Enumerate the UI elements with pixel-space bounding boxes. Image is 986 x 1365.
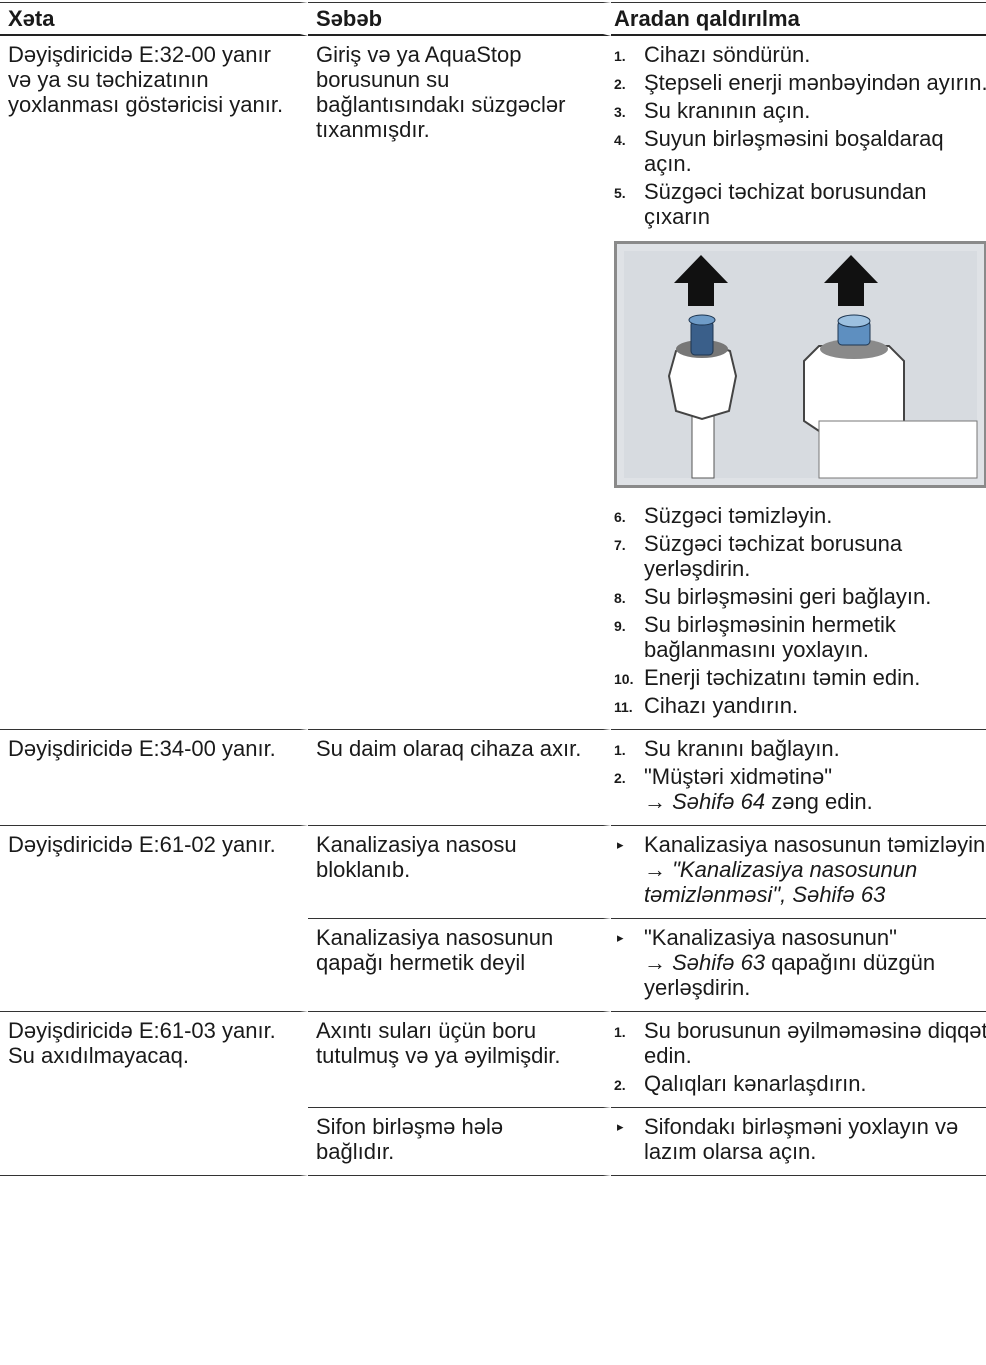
table-row: Kanalizasiya nasosunun qapağı hermetik d… xyxy=(0,919,986,1012)
filter-illustration xyxy=(614,241,986,488)
cause-cell: Kanalizasiya nasosu bloklanıb. xyxy=(308,826,611,919)
step: 9. Su birləşməsinin hermetik bağlanmasını… xyxy=(614,612,986,662)
step-text: Süzgəci təmizləyin. xyxy=(644,503,833,528)
cause-cell: Axıntı suları üçün boru tutulmuş və ya ə… xyxy=(308,1012,611,1108)
step-text: Su kranını bağlayın. xyxy=(644,736,840,761)
remedy-cell: ▸ Sifondakı birləşməni yoxlayın və lazım … xyxy=(611,1108,986,1176)
remedy-cell: ▸ "Kanalizasiya nasosunun" → Səhifə 63 qa… xyxy=(611,919,986,1012)
bullet: ▸ xyxy=(617,930,624,945)
step-number: 11. xyxy=(614,699,633,715)
step: 4. Suyun birləşməsini boşaldaraq açın. xyxy=(614,126,986,176)
step-text: Kanalizasiya nasosunun təmizləyin. → xyxy=(644,832,986,882)
step: 2. Qalıqları kənarlaşdırın. xyxy=(614,1071,986,1096)
step-text: Su birləşməsini geri bağlayın. xyxy=(644,584,932,609)
bullet: ▸ xyxy=(617,1119,624,1134)
step-text: Su borusunun əyilməməsinə diqqət edin. xyxy=(644,1018,986,1068)
step-text: "Kanalizasiya nasosunun təmizlənməsi", S… xyxy=(644,857,918,907)
step: ▸ "Kanalizasiya nasosunun" → Səhifə 63 qa… xyxy=(614,925,986,1000)
step-list: 6. Süzgəci təmizləyin. 7. Süzgəci təchizat … xyxy=(614,503,986,718)
step-text: zəng edin. xyxy=(765,789,873,814)
step-number: 6. xyxy=(614,509,626,525)
table-row: Dəyişdiricidə E:61-02 yanır. Kanalizasiya… xyxy=(0,826,986,1012)
step-text: Enerji təchizatını təmin edin. xyxy=(644,665,921,690)
error-cell: Dəyişdiricidə E:61-02 yanır. xyxy=(0,826,308,1012)
step-text: Sifondakı birləşməni yoxlayın və lazım o… xyxy=(644,1114,959,1164)
step-number: 1. xyxy=(614,48,626,64)
step: 2. Ştepseli enerji mənbəyindən ayırın. xyxy=(614,70,986,95)
header: Səbəb xyxy=(308,2,611,36)
table-row: Dəyişdiricidə E:61-03 yanır. Su axıdılma… xyxy=(0,1012,986,1176)
step: 5. Süzgəci təchizat borusundan çıxarın xyxy=(614,179,986,229)
error-cell: Dəyişdiricidə E:34-00 yanır. xyxy=(0,730,308,826)
step: 11. Cihazı yandırın. xyxy=(614,693,986,718)
troubleshooting-table: Xəta Səbəb Aradan qaldırılma Dəyişdirici… xyxy=(0,2,986,1176)
step-text: Səhifə 63 xyxy=(672,950,766,975)
cause-cell: Kanalizasiya nasosunun qapağı hermetik d… xyxy=(308,919,611,1012)
step-number: 2. xyxy=(614,76,626,92)
header-row: Xəta Səbəb Aradan qaldırılma xyxy=(0,2,986,36)
step-number: 3. xyxy=(614,104,626,120)
step-number: 9. xyxy=(614,618,626,634)
error-cell: Dəyişdiricidə E:61-03 yanır. Su axıdılma… xyxy=(0,1012,308,1176)
step-text: Su kranının açın. xyxy=(644,98,811,123)
step-text: Süzgəci təchizat borusuna yerləşdirin. xyxy=(644,531,903,581)
step-number: 5. xyxy=(614,185,626,201)
step: 10. Enerji təchizatını təmin edin. xyxy=(614,665,986,690)
header: Aradan qaldırılma xyxy=(611,2,986,36)
step-list: 1. Cihazı söndürün. 2. Ştepseli enerji mənb… xyxy=(614,42,986,229)
step-number: 2. xyxy=(614,1077,626,1093)
table-body: Dəyişdiricidə E:32-00 yanır və ya su təc… xyxy=(0,36,986,1176)
step: 3. Su kranının açın. xyxy=(614,98,986,123)
step-text: qapağını düzgün yerləşdirin. xyxy=(644,950,936,1000)
cause-cell: Sifon birləşmə hələ bağlıdır. xyxy=(308,1108,611,1176)
step-number: 7. xyxy=(614,537,626,553)
header: Xəta xyxy=(0,2,308,36)
step: 1. Cihazı söndürün. xyxy=(614,42,986,67)
step-text: Səhifə 64 xyxy=(672,789,766,814)
remedy-cell: 1. Su borusunun əyilməməsinə diqqət edin.… xyxy=(611,1012,986,1108)
step-text: "Müştəri xidmətinə" → xyxy=(644,764,833,814)
step: 1. Su borusunun əyilməməsinə diqqət edin. xyxy=(614,1018,986,1068)
step-number: 4. xyxy=(614,132,626,148)
bullet: ▸ xyxy=(617,837,624,852)
step: 1. Su kranını bağlayın. xyxy=(614,736,986,761)
step-text: Suyun birləşməsini boşaldaraq açın. xyxy=(644,126,944,176)
table-row: Dəyişdiricidə E:32-00 yanır və ya su təc… xyxy=(0,36,986,730)
step-text: Ştepseli enerji mənbəyindən ayırın. xyxy=(644,70,986,95)
error-cell: Dəyişdiricidə E:32-00 yanır və ya su təc… xyxy=(0,36,308,730)
step: 6. Süzgəci təmizləyin. xyxy=(614,503,986,528)
step-list: ▸ "Kanalizasiya nasosunun" → Səhifə 63 qa… xyxy=(614,925,986,1000)
step-list: ▸ Sifondakı birləşməni yoxlayın və lazım … xyxy=(614,1114,986,1164)
step-text: Süzgəci təchizat borusundan çıxarın xyxy=(644,179,927,229)
step-number: 10. xyxy=(614,671,634,687)
remedy-cell: 1. Cihazı söndürün. 2. Ştepseli enerji mənb… xyxy=(611,36,986,730)
table-row: Dəyişdiricidə E:34-00 yanır. Su daim olar… xyxy=(0,730,986,826)
step-text: "Kanalizasiya nasosunun" → xyxy=(644,925,897,975)
step-list: 1. Su kranını bağlayın. 2. "Müştəri xidməti… xyxy=(614,736,986,814)
step-list: ▸ Kanalizasiya nasosunun təmizləyin. → "K… xyxy=(614,832,986,907)
step: ▸ Kanalizasiya nasosunun təmizləyin. → "K… xyxy=(614,832,986,907)
step-text: Su birləşməsinin hermetik bağlanmasını y… xyxy=(644,612,896,662)
step: 2. "Müştəri xidmətinə" → Səhifə 64 zəng e… xyxy=(614,764,986,814)
cause-cell: Su daim olaraq cihaza axır. xyxy=(308,730,611,826)
table-row: Sifon birləşmə hələ bağlıdır. ▸ Sifondakı … xyxy=(0,1108,986,1176)
step-text: Qalıqları kənarlaşdırın. xyxy=(644,1071,867,1096)
step-text: Cihazı yandırın. xyxy=(644,693,799,718)
remedy-cell: ▸ Kanalizasiya nasosunun təmizləyin. → "K… xyxy=(611,826,986,919)
step-number: 2. xyxy=(614,770,626,786)
step: 8. Su birləşməsini geri bağlayın. xyxy=(614,584,986,609)
step-number: 8. xyxy=(614,590,626,606)
step-text: Cihazı söndürün. xyxy=(644,42,811,67)
step-number: 1. xyxy=(614,742,626,758)
step: 7. Süzgəci təchizat borusuna yerləşdirin. xyxy=(614,531,986,581)
step-number: 1. xyxy=(614,1024,626,1040)
step: ▸ Sifondakı birləşməni yoxlayın və lazım … xyxy=(614,1114,986,1164)
remedy-cell: 1. Su kranını bağlayın. 2. "Müştəri xidməti… xyxy=(611,730,986,826)
step-list: 1. Su borusunun əyilməməsinə diqqət edin.… xyxy=(614,1018,986,1096)
cause-cell: Giriş və ya AquaStop borusunun su bağlan… xyxy=(308,36,611,730)
